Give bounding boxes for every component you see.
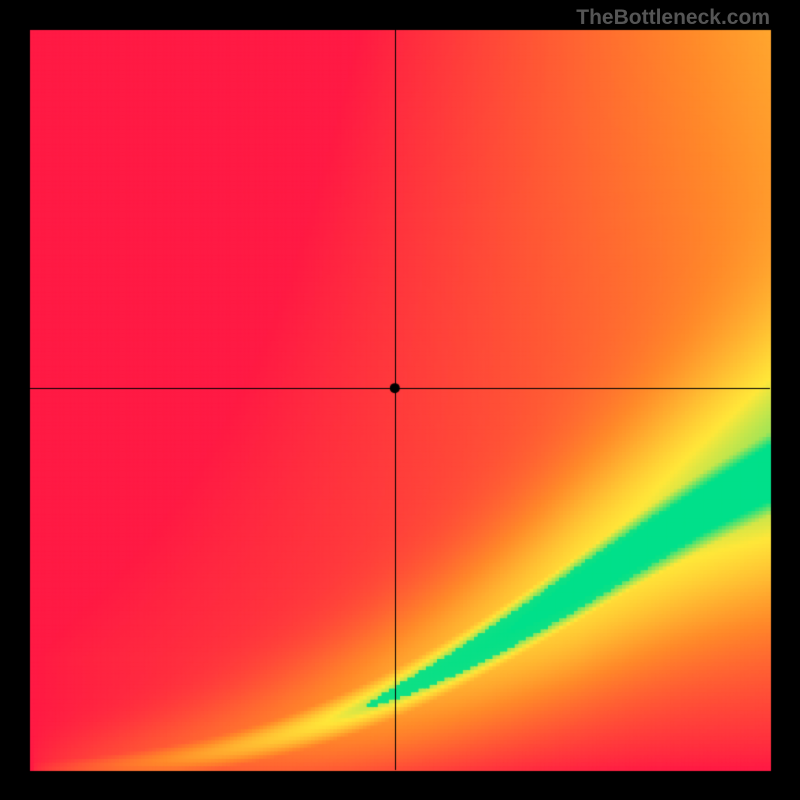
chart-container: TheBottleneck.com: [0, 0, 800, 800]
bottleneck-heatmap-canvas: [0, 0, 800, 800]
